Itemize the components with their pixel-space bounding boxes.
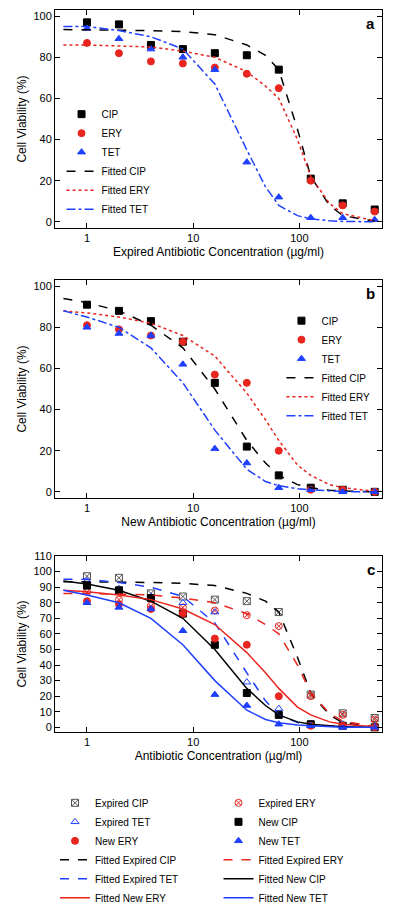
svg-text:60: 60 <box>40 628 52 640</box>
svg-text:Fitted CIP: Fitted CIP <box>102 166 147 177</box>
svg-text:a: a <box>366 15 375 32</box>
svg-text:Cell Viability (%): Cell Viability (%) <box>15 600 29 687</box>
svg-text:Fitted CIP: Fitted CIP <box>321 373 366 384</box>
svg-text:Fitted New TET: Fitted New TET <box>259 893 328 904</box>
svg-text:40: 40 <box>40 659 52 671</box>
svg-text:100: 100 <box>33 10 51 22</box>
svg-text:60: 60 <box>40 362 52 374</box>
svg-text:Expired ERY: Expired ERY <box>259 798 316 809</box>
svg-text:Fitted Expired TET: Fitted Expired TET <box>95 874 178 885</box>
svg-text:0: 0 <box>46 216 52 228</box>
svg-text:1: 1 <box>84 502 90 514</box>
svg-text:100: 100 <box>290 736 308 748</box>
svg-text:50: 50 <box>40 643 52 655</box>
svg-text:20: 20 <box>40 175 52 187</box>
svg-text:20: 20 <box>40 690 52 702</box>
svg-text:80: 80 <box>40 321 52 333</box>
svg-text:70: 70 <box>40 612 52 624</box>
svg-text:New CIP: New CIP <box>259 817 299 828</box>
svg-text:Fitted New CIP: Fitted New CIP <box>259 874 327 885</box>
svg-text:20: 20 <box>40 445 52 457</box>
svg-text:CIP: CIP <box>321 316 338 327</box>
svg-text:b: b <box>366 285 375 302</box>
svg-text:Antibiotic Concentration (µg/m: Antibiotic Concentration (µg/ml) <box>135 749 303 763</box>
svg-text:ERY: ERY <box>102 128 123 139</box>
svg-text:Fitted TET: Fitted TET <box>321 411 368 422</box>
svg-text:110: 110 <box>34 550 52 562</box>
svg-text:1: 1 <box>84 232 90 244</box>
svg-text:Expired TET: Expired TET <box>95 817 150 828</box>
svg-text:10: 10 <box>40 706 52 718</box>
svg-text:New TET: New TET <box>259 836 301 847</box>
svg-text:10: 10 <box>187 502 199 514</box>
svg-text:Fitted Expired CIP: Fitted Expired CIP <box>95 855 176 866</box>
svg-text:10: 10 <box>187 232 199 244</box>
svg-text:Fitted Expired ERY: Fitted Expired ERY <box>259 855 344 866</box>
svg-text:c: c <box>367 561 375 578</box>
svg-text:Fitted New ERY: Fitted New ERY <box>95 893 166 904</box>
svg-text:Fitted ERY: Fitted ERY <box>321 392 369 403</box>
svg-text:Expired Antibiotic Concentrati: Expired Antibiotic Concentration (µg/ml) <box>113 245 324 259</box>
svg-text:TET: TET <box>102 147 121 158</box>
svg-text:80: 80 <box>40 51 52 63</box>
svg-text:New Antibiotic Concentration (: New Antibiotic Concentration (µg/ml) <box>121 515 315 529</box>
svg-text:10: 10 <box>187 736 199 748</box>
svg-text:ERY: ERY <box>321 335 342 346</box>
svg-text:Fitted TET: Fitted TET <box>102 204 149 215</box>
svg-text:40: 40 <box>40 403 52 415</box>
svg-text:TET: TET <box>321 354 340 365</box>
svg-text:30: 30 <box>40 674 52 686</box>
svg-text:Fitted ERY: Fitted ERY <box>102 185 150 196</box>
svg-text:100: 100 <box>33 565 51 577</box>
svg-text:100: 100 <box>290 232 308 244</box>
svg-text:Expired CIP: Expired CIP <box>95 798 149 809</box>
svg-text:New ERY: New ERY <box>95 836 138 847</box>
svg-text:80: 80 <box>40 597 52 609</box>
svg-text:Cell Viability (%): Cell Viability (%) <box>15 345 29 432</box>
svg-text:CIP: CIP <box>102 109 119 120</box>
svg-text:Cell Viability (%): Cell Viability (%) <box>15 75 29 162</box>
svg-text:100: 100 <box>33 280 51 292</box>
svg-text:1: 1 <box>84 736 90 748</box>
svg-text:100: 100 <box>290 502 308 514</box>
svg-text:90: 90 <box>40 581 52 593</box>
svg-text:0: 0 <box>46 721 52 733</box>
svg-text:60: 60 <box>40 92 52 104</box>
svg-text:0: 0 <box>46 486 52 498</box>
svg-text:40: 40 <box>40 133 52 145</box>
